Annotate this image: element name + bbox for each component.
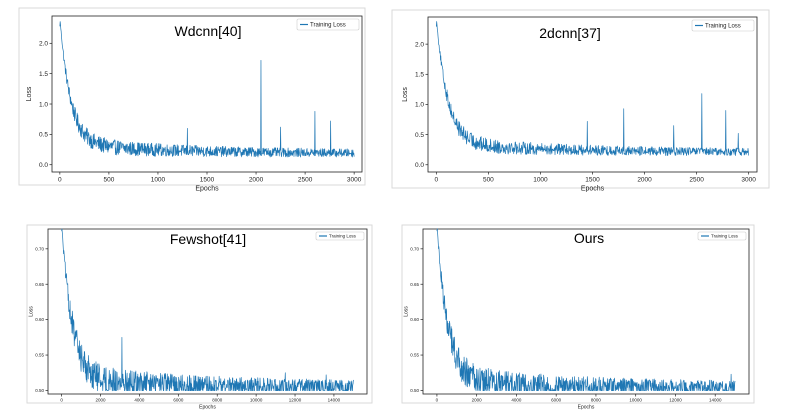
x-tick-label: 1000 bbox=[151, 177, 166, 184]
y-tick-label: 0.55 bbox=[35, 353, 44, 358]
chart-title: Ours bbox=[574, 230, 604, 246]
y-axis-label: Loss bbox=[403, 306, 409, 317]
y-tick-label: 0.70 bbox=[35, 246, 44, 251]
x-axis-label: Epochs bbox=[199, 405, 216, 411]
legend: Training Loss bbox=[691, 19, 755, 32]
legend-box bbox=[315, 231, 365, 241]
legend-label: Training Loss bbox=[329, 234, 357, 239]
x-tick-label: 2000 bbox=[472, 398, 483, 403]
y-tick-label: 1.0 bbox=[39, 101, 48, 108]
legend: Training Loss bbox=[315, 231, 365, 241]
y-tick-label: 2.0 bbox=[415, 41, 424, 48]
chart-title: Wdcnn[40] bbox=[175, 23, 242, 39]
legend-box bbox=[697, 231, 747, 241]
legend: Training Loss bbox=[296, 18, 360, 31]
x-tick-label: 1000 bbox=[533, 177, 548, 184]
x-tick-label: 12000 bbox=[289, 398, 302, 403]
x-axis-label: Epochs bbox=[578, 405, 595, 411]
x-tick-label: 2000 bbox=[96, 398, 107, 403]
y-tick-label: 0.55 bbox=[410, 353, 419, 358]
x-tick-label: 10000 bbox=[629, 398, 642, 403]
legend-box bbox=[296, 18, 360, 31]
x-tick-label: 3000 bbox=[347, 177, 362, 184]
y-tick-label: 0.5 bbox=[39, 132, 48, 139]
x-tick-label: 0 bbox=[60, 398, 63, 403]
chart-title: 2dcnn[37] bbox=[539, 25, 601, 41]
y-axis-label: Loss bbox=[28, 306, 34, 317]
panel-frame bbox=[391, 9, 770, 189]
series-line-training-loss bbox=[436, 228, 736, 392]
x-tick-label: 500 bbox=[483, 177, 494, 184]
x-axis-label: Epochs bbox=[581, 186, 605, 193]
chart-panel-wdcnn: 0 500 1000 1500 2000 2500 3000 0.0 0.5 1.0 1.5 2.0 E… bbox=[18, 7, 366, 193]
y-tick-label: 0.50 bbox=[410, 388, 419, 393]
x-tick-label: 0 bbox=[435, 177, 439, 184]
legend-label: Training Loss bbox=[705, 24, 741, 30]
plot-area bbox=[47, 228, 368, 395]
x-tick-label: 0 bbox=[58, 177, 62, 184]
legend-label: Training Loss bbox=[310, 23, 346, 29]
y-tick-label: 0.0 bbox=[415, 162, 424, 169]
y-tick-label: 1.5 bbox=[415, 72, 424, 79]
x-axis-label: Epochs bbox=[195, 186, 219, 193]
x-tick-label: 8000 bbox=[212, 398, 223, 403]
y-tick-label: 0.60 bbox=[35, 317, 44, 322]
y-tick-label: 0.60 bbox=[410, 317, 419, 322]
x-tick-label: 4000 bbox=[511, 398, 522, 403]
x-tick-label: 1500 bbox=[585, 177, 600, 184]
y-tick-label: 1.5 bbox=[39, 71, 48, 78]
chart-panel-fewshot: 0 2000 4000 6000 8000 10000 12000 14000 0.50 0.55… bbox=[26, 224, 373, 411]
series-line-training-loss bbox=[59, 21, 355, 158]
legend-box bbox=[691, 19, 755, 32]
x-tick-label: 2500 bbox=[689, 177, 704, 184]
y-tick-label: 0.70 bbox=[410, 246, 419, 251]
y-axis-label: Loss bbox=[402, 87, 409, 102]
chart-panel-2dcnn: 0 500 1000 1500 2000 2500 3000 0.0 0.5 1.0 1.5 2.0 E… bbox=[391, 9, 770, 193]
plot-area bbox=[422, 228, 750, 395]
panel-frame bbox=[401, 224, 755, 404]
x-tick-label: 14000 bbox=[709, 398, 722, 403]
x-tick-label: 8000 bbox=[591, 398, 602, 403]
x-tick-label: 2000 bbox=[249, 177, 264, 184]
panel-frame bbox=[18, 7, 366, 186]
x-tick-label: 1500 bbox=[200, 177, 215, 184]
x-tick-label: 2000 bbox=[637, 177, 652, 184]
y-tick-label: 0.5 bbox=[415, 132, 424, 139]
x-tick-label: 0 bbox=[436, 398, 439, 403]
series-line-training-loss bbox=[61, 228, 354, 392]
chart-panel-ours: 0 2000 4000 6000 8000 10000 12000 14000 0.50 0.55… bbox=[401, 224, 755, 411]
y-tick-label: 0.65 bbox=[35, 282, 44, 287]
x-tick-label: 2500 bbox=[298, 177, 313, 184]
x-tick-label: 6000 bbox=[551, 398, 562, 403]
y-tick-label: 0.65 bbox=[410, 282, 419, 287]
legend-label: Training Loss bbox=[711, 234, 739, 239]
x-tick-label: 4000 bbox=[134, 398, 145, 403]
x-tick-label: 14000 bbox=[328, 398, 341, 403]
y-tick-label: 1.0 bbox=[415, 102, 424, 109]
y-tick-label: 0.50 bbox=[35, 388, 44, 393]
x-tick-label: 10000 bbox=[250, 398, 263, 403]
panel-frame bbox=[26, 224, 373, 404]
x-tick-label: 3000 bbox=[741, 177, 756, 184]
y-tick-label: 2.0 bbox=[39, 41, 48, 48]
series-line-training-loss bbox=[435, 21, 750, 156]
y-tick-label: 0.0 bbox=[39, 162, 48, 169]
legend: Training Loss bbox=[697, 231, 747, 241]
x-tick-label: 500 bbox=[103, 177, 114, 184]
x-tick-label: 6000 bbox=[173, 398, 184, 403]
x-tick-label: 12000 bbox=[669, 398, 682, 403]
y-axis-label: Loss bbox=[26, 86, 33, 101]
chart-title: Fewshot[41] bbox=[170, 231, 246, 247]
